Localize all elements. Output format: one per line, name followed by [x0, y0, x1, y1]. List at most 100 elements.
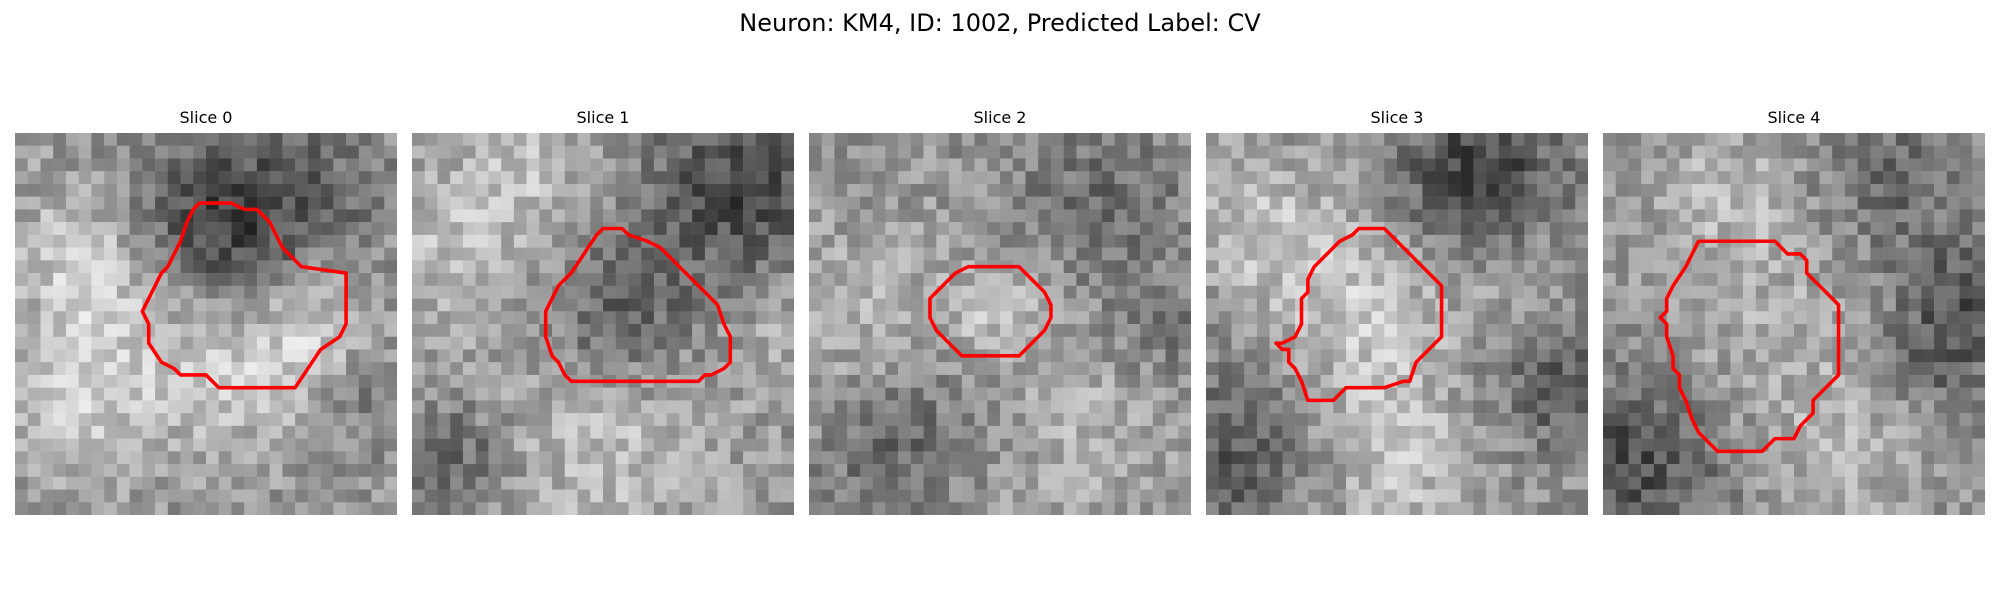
pixel	[129, 387, 143, 401]
pixel	[129, 349, 143, 363]
pixel	[1152, 234, 1166, 248]
pixel	[577, 425, 591, 439]
pixel	[1269, 324, 1283, 337]
pixel	[1473, 158, 1487, 172]
pixel	[1511, 285, 1525, 299]
pixel	[1743, 502, 1757, 515]
pixel	[256, 273, 270, 287]
pixel	[1946, 502, 1960, 515]
pixel	[167, 324, 181, 337]
pixel	[1127, 234, 1141, 248]
pixel	[847, 273, 861, 287]
pixel	[40, 489, 54, 503]
pixel	[936, 400, 950, 414]
pixel	[910, 234, 924, 248]
pixel	[1934, 260, 1948, 274]
pixel	[859, 171, 873, 185]
pixel	[603, 285, 616, 299]
pixel	[834, 387, 848, 401]
pixel	[1397, 158, 1410, 172]
pixel	[743, 324, 757, 337]
pixel	[1165, 196, 1179, 210]
pixel	[1206, 362, 1219, 376]
pixel	[949, 298, 963, 312]
pixel	[333, 133, 347, 146]
pixel	[116, 438, 130, 452]
pixel	[488, 400, 502, 414]
pixel	[1934, 489, 1948, 503]
pixel	[1089, 285, 1103, 299]
pixel	[1653, 171, 1667, 185]
pixel	[1908, 285, 1922, 299]
pixel	[974, 298, 988, 312]
pixel	[730, 234, 744, 248]
pixel	[307, 438, 321, 452]
pixel	[424, 158, 438, 172]
pixel	[847, 464, 861, 478]
pixel	[320, 502, 334, 515]
pixel	[1628, 247, 1642, 261]
pixel	[358, 489, 372, 503]
pixel	[1371, 464, 1385, 478]
pixel	[1127, 502, 1141, 515]
pixel	[129, 234, 143, 248]
pixel	[1473, 413, 1487, 427]
pixel	[1615, 196, 1629, 210]
pixel	[269, 311, 283, 325]
pixel	[1397, 362, 1410, 376]
pixel	[206, 502, 219, 515]
pixel	[193, 362, 207, 376]
pixel	[384, 425, 397, 439]
pixel	[1946, 451, 1960, 465]
pixel	[1256, 451, 1270, 465]
pixel	[1178, 400, 1191, 414]
pixel	[282, 145, 296, 159]
pixel	[1460, 374, 1474, 388]
pixel	[949, 171, 963, 185]
pixel	[1806, 438, 1820, 452]
pixel	[206, 158, 219, 172]
pixel	[65, 476, 79, 490]
pixel	[1603, 260, 1616, 274]
pixel	[1641, 183, 1655, 197]
pixel	[424, 476, 438, 490]
pixel	[949, 438, 963, 452]
pixel	[898, 273, 912, 287]
pixel	[526, 222, 540, 236]
pixel	[1730, 285, 1744, 299]
pixel	[1346, 476, 1360, 490]
pixel	[501, 171, 515, 185]
pixel	[1486, 260, 1500, 274]
pixel	[1704, 374, 1718, 388]
pixel	[539, 222, 553, 236]
pixel	[1038, 476, 1052, 490]
pixel	[1256, 158, 1270, 172]
pixel	[206, 438, 219, 452]
pixel	[768, 349, 782, 363]
pixel	[1397, 489, 1410, 503]
pixel	[1883, 451, 1897, 465]
pixel	[1692, 260, 1706, 274]
pixel	[1076, 362, 1090, 376]
pixel	[155, 400, 169, 414]
pixel	[949, 374, 963, 388]
pixel	[1346, 324, 1360, 337]
pixel	[167, 476, 181, 490]
pixel	[129, 145, 143, 159]
pixel	[1498, 234, 1512, 248]
pixel	[1946, 413, 1960, 427]
pixel	[384, 133, 397, 146]
pixel	[1537, 324, 1551, 337]
pixel	[142, 464, 156, 478]
pixel	[1244, 298, 1258, 312]
pixel	[346, 222, 360, 236]
pixel	[1946, 183, 1960, 197]
pixel	[615, 464, 629, 478]
pixel	[1511, 247, 1525, 261]
pixel	[755, 336, 769, 350]
pixel	[1025, 171, 1039, 185]
pixel	[1615, 413, 1629, 427]
pixel	[91, 158, 105, 172]
pixel	[1946, 362, 1960, 376]
pixel	[1921, 209, 1935, 223]
